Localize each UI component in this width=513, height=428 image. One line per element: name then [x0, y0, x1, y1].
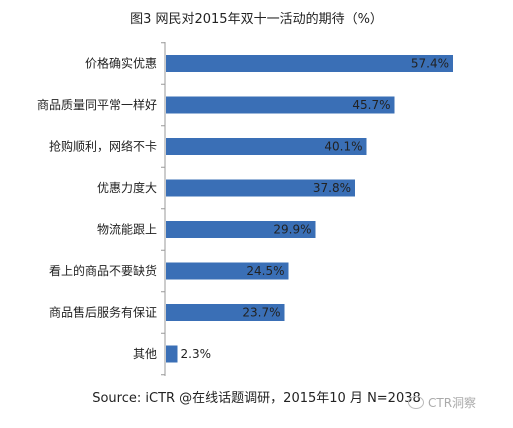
bar [166, 304, 285, 321]
category-label: 其他 [133, 347, 157, 361]
category-label: 看上的商品不要缺货 [49, 263, 157, 278]
category-label: 抢购顺利，网络不卡 [49, 139, 157, 154]
watermark: CTR洞察 [408, 394, 476, 411]
bar [166, 262, 289, 280]
source-note: Source: iCTR @在线话题调研，2015年10 月 N=2038 [92, 391, 421, 406]
bar [166, 179, 355, 197]
value-label: 57.4% [411, 57, 449, 71]
value-label: 29.9% [273, 223, 311, 237]
chart-title: 图3 网民对2015年双十一活动的期待（%） [130, 12, 383, 27]
value-label: 2.3% [181, 347, 212, 361]
value-label: 24.5% [246, 264, 284, 278]
category-label: 价格确实优惠 [85, 56, 157, 71]
category-label: 商品质量同平常一样好 [37, 97, 157, 112]
bar [166, 221, 316, 238]
category-label: 商品售后服务有保证 [49, 305, 157, 320]
bar [166, 138, 367, 155]
wechat-icon [408, 396, 424, 409]
value-label: 40.1% [324, 140, 362, 154]
value-label: 37.8% [313, 181, 351, 195]
category-label: 物流能跟上 [97, 223, 157, 237]
bar [166, 55, 453, 72]
value-label: 45.7% [352, 98, 390, 112]
bar [166, 345, 178, 363]
category-label: 优惠力度大 [97, 180, 157, 195]
bar [166, 96, 395, 114]
watermark-text: CTR洞察 [428, 396, 477, 410]
value-label: 23.7% [242, 306, 280, 320]
